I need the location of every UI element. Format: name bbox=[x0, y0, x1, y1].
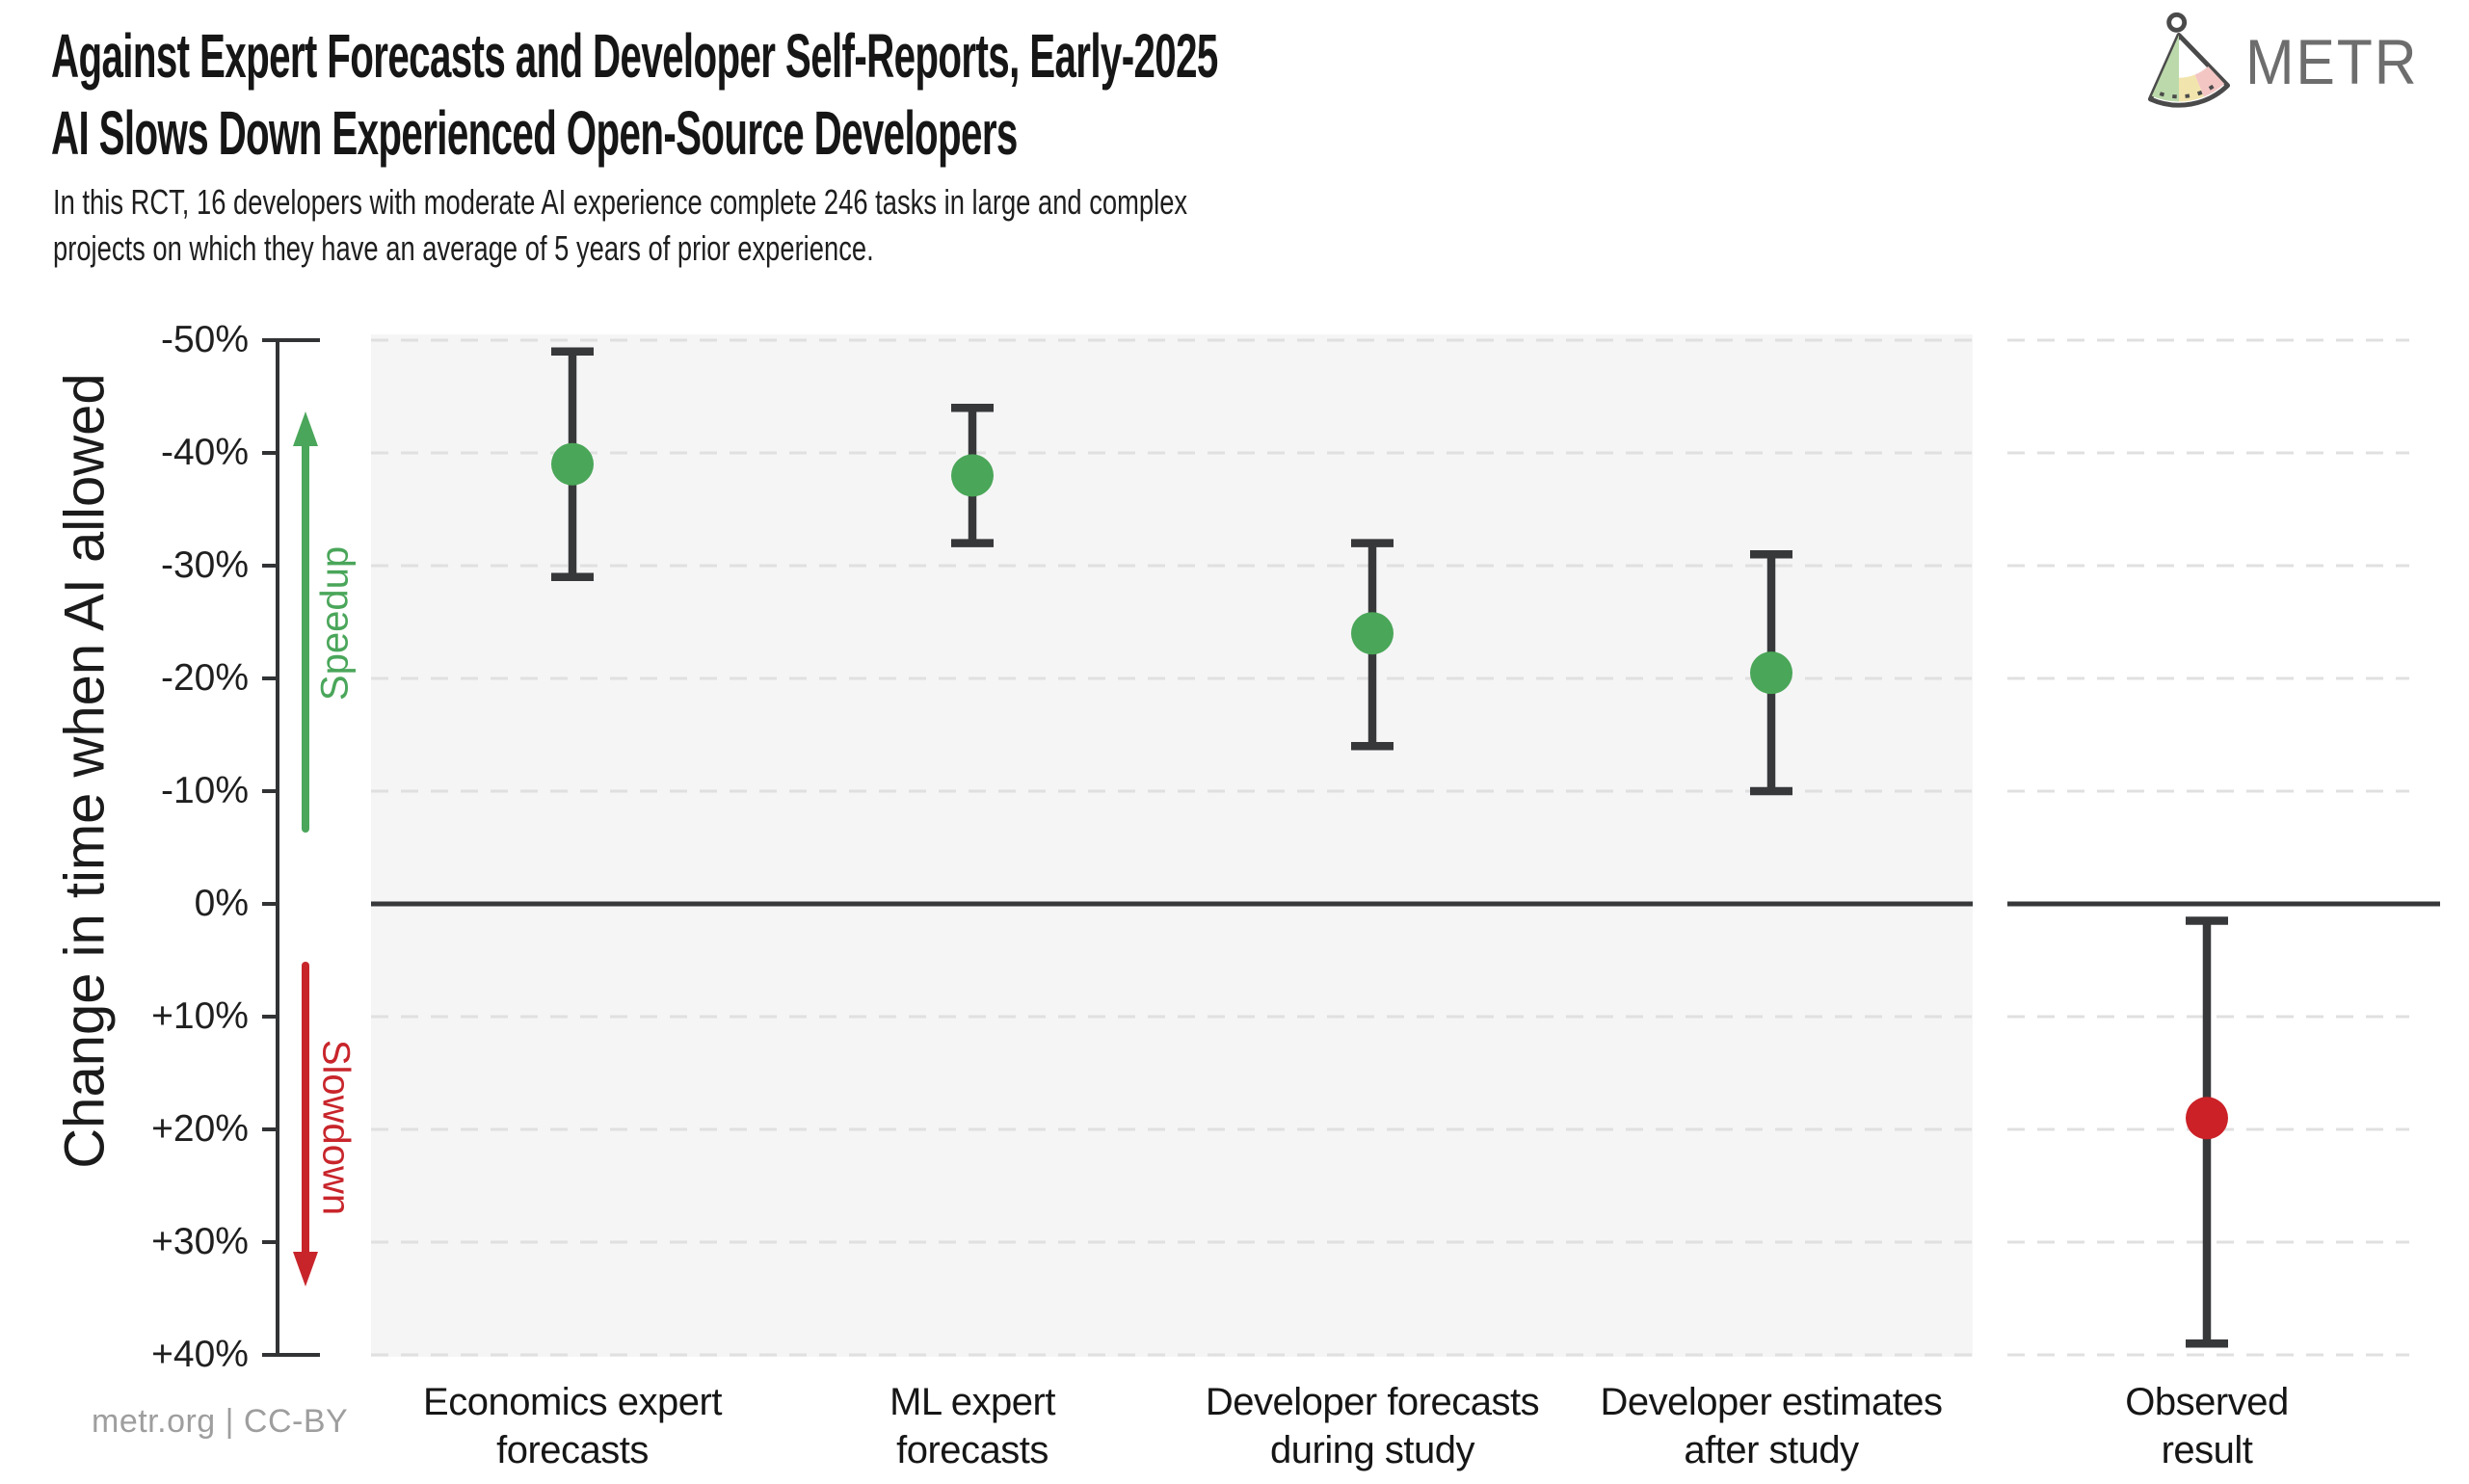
slowdown-arrow-head bbox=[293, 1252, 318, 1286]
y-tick-label: -50% bbox=[160, 319, 249, 360]
metr-logo-icon bbox=[2126, 8, 2232, 114]
point-marker bbox=[1750, 651, 1792, 695]
subtitle-line-2: projects on which they have an average o… bbox=[53, 228, 874, 268]
category-label-line2: result bbox=[2161, 1429, 2253, 1471]
y-tick-label: -40% bbox=[160, 432, 249, 473]
category-label-line1: Developer estimates bbox=[1600, 1381, 1943, 1423]
category-label-line1: Developer forecasts bbox=[1205, 1381, 1540, 1423]
datapoint-5 bbox=[2186, 916, 2228, 1348]
category-label-line2: forecasts bbox=[896, 1429, 1049, 1471]
page-title: Against Expert Forecasts and Developer S… bbox=[51, 17, 1218, 172]
category-label-line1: ML expert bbox=[889, 1381, 1055, 1423]
category-label: Developer forecasts during study bbox=[1102, 1378, 1642, 1474]
y-tick-label: -10% bbox=[160, 770, 249, 811]
y-tick-label: -20% bbox=[160, 657, 249, 699]
y-tick-label: +40% bbox=[151, 1334, 249, 1375]
speedup-annotation: Speedup bbox=[313, 545, 357, 702]
category-label-line2: during study bbox=[1270, 1429, 1474, 1471]
chart-subtitle: In this RCT, 16 developers with moderate… bbox=[53, 179, 1187, 272]
datapoint-2 bbox=[951, 403, 994, 547]
category-label: Observed result bbox=[1937, 1378, 2469, 1474]
y-tick-label: 0% bbox=[194, 883, 249, 924]
category-label-line1: Economics expert bbox=[423, 1381, 722, 1423]
subtitle-line-1: In this RCT, 16 developers with moderate… bbox=[53, 182, 1188, 222]
datapoint-1 bbox=[551, 347, 594, 581]
title-line-2: AI Slows Down Experienced Open-Source De… bbox=[51, 98, 1018, 168]
metr-logo-text: METR bbox=[2245, 26, 2419, 97]
point-marker bbox=[551, 442, 594, 486]
category-label: ML expert forecasts bbox=[703, 1378, 1242, 1474]
attribution-footer: metr.org | CC-BY bbox=[92, 1403, 349, 1440]
y-tick-label: +20% bbox=[151, 1108, 249, 1150]
title-line-1: Against Expert Forecasts and Developer S… bbox=[51, 21, 1218, 91]
category-label-line2: forecasts bbox=[496, 1429, 649, 1471]
y-tick-label: -30% bbox=[160, 544, 249, 586]
point-marker bbox=[1351, 612, 1394, 655]
category-label-line1: Observed bbox=[2125, 1381, 2289, 1423]
category-label: Developer estimates after study bbox=[1501, 1378, 2041, 1474]
y-tick-label: +10% bbox=[151, 995, 249, 1037]
speedup-arrow-head bbox=[293, 411, 318, 446]
point-marker bbox=[2186, 1097, 2228, 1140]
point-marker bbox=[951, 454, 994, 497]
category-label-line2: after study bbox=[1684, 1429, 1859, 1471]
y-tick-label: +30% bbox=[151, 1221, 249, 1262]
datapoint-3 bbox=[1351, 539, 1394, 751]
category-label: Economics expert forecasts bbox=[303, 1378, 842, 1474]
main-plot-panel bbox=[371, 334, 1973, 1357]
slowdown-annotation: Slowdown bbox=[314, 1039, 358, 1216]
datapoint-4 bbox=[1750, 550, 1792, 796]
